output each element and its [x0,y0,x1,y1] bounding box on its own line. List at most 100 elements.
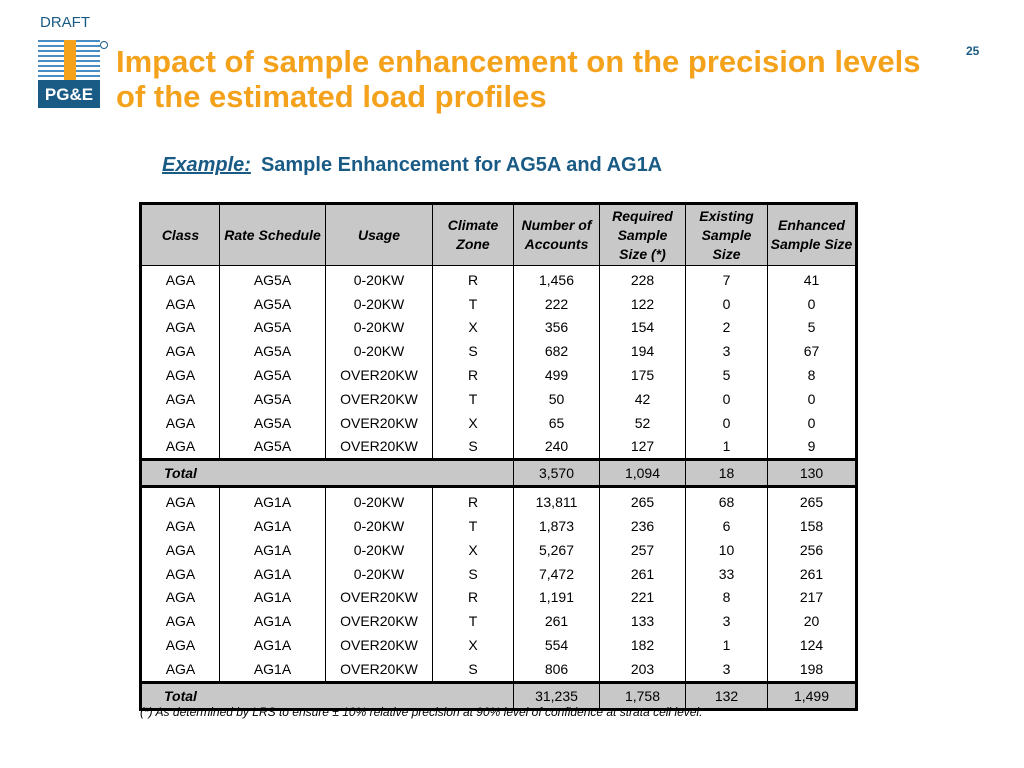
table-cell: 3 [685,339,768,364]
table-cell: 8 [767,363,857,387]
table-cell: 1 [685,633,768,657]
total-cell: 18 [685,458,768,489]
table-cell: 1,873 [513,514,600,538]
table-row: AGA AG5A 0-20KW R 1,456 228 7 41 [140,265,857,292]
table-row: AGA AG5A OVER20KW S 240 127 1 9 [140,434,857,460]
table-cell: 240 [513,434,600,460]
table-cell: AG1A [219,585,326,610]
table-cell: 0-20KW [325,291,433,316]
table-cell: AGA [140,434,220,460]
table-cell: 0 [767,291,857,316]
table-cell: 133 [599,609,686,634]
table-cell: 0-20KW [325,339,433,364]
col-header-class: Class [140,203,220,266]
table-cell: AGA [140,585,220,610]
table-row: AGA AG5A OVER20KW R 499 175 5 8 [140,363,857,387]
table-cell: R [432,265,514,292]
total-row: Total 31,235 1,758 132 1,499 [140,680,857,711]
table-cell: 68 [685,486,768,515]
total-label: Total [140,680,514,711]
table-cell: 67 [767,339,857,364]
example-label: Example: [162,154,251,176]
table-cell: 5 [685,363,768,387]
table-cell: 0 [767,410,857,435]
table-header-row: Class Rate Schedule Usage Climate Zone N… [140,203,857,266]
col-header-climate-zone: Climate Zone [432,203,514,266]
table-cell: 9 [767,434,857,460]
table-cell: 33 [685,561,768,586]
table-cell: AGA [140,265,220,292]
table-cell: 0-20KW [325,486,433,515]
table-cell: S [432,434,514,460]
table-cell: AGA [140,363,220,387]
table-cell: AG5A [219,363,326,387]
table-cell: 0 [685,386,768,411]
table-row: AGA AG5A 0-20KW X 356 154 2 5 [140,315,857,340]
table-row: AGA AG1A 0-20KW T 1,873 236 6 158 [140,514,857,538]
table-row: AGA AG1A OVER20KW T 261 133 3 20 [140,609,857,634]
table-cell: 20 [767,609,857,634]
table-cell: OVER20KW [325,363,433,387]
table-cell: OVER20KW [325,656,433,683]
table-cell: 7 [685,265,768,292]
table-row: AGA AG1A 0-20KW X 5,267 257 10 256 [140,537,857,562]
table-cell: T [432,514,514,538]
table-cell: 1,191 [513,585,600,610]
table-cell: S [432,339,514,364]
table-cell: AG5A [219,410,326,435]
table-cell: 7,472 [513,561,600,586]
table-row: AGA AG5A OVER20KW T 50 42 0 0 [140,386,857,411]
table-row: AGA AG1A 0-20KW R 13,811 265 68 265 [140,486,857,515]
table-cell: T [432,609,514,634]
table-cell: 122 [599,291,686,316]
table-row: AGA AG1A OVER20KW S 806 203 3 198 [140,656,857,683]
table-cell: AGA [140,315,220,340]
table-cell: AGA [140,486,220,515]
table-cell: T [432,386,514,411]
table-cell: 3 [685,609,768,634]
table-cell: 8 [685,585,768,610]
table-cell: AG5A [219,434,326,460]
table-cell: X [432,537,514,562]
table-cell: R [432,486,514,515]
table-cell: S [432,561,514,586]
table-cell: 3 [685,656,768,683]
table-cell: AG1A [219,656,326,683]
table-cell: 228 [599,265,686,292]
table-cell: 158 [767,514,857,538]
table-cell: 356 [513,315,600,340]
table-cell: 554 [513,633,600,657]
table-cell: 0 [685,410,768,435]
table-cell: AGA [140,609,220,634]
table-cell: 261 [599,561,686,586]
table-cell: 175 [599,363,686,387]
table-cell: AG1A [219,486,326,515]
total-cell: 1,499 [767,680,857,711]
table-subtitle: Example: Sample Enhancement for AG5A and … [162,154,662,177]
table-cell: R [432,585,514,610]
table-row: AGA AG5A 0-20KW T 222 122 0 0 [140,291,857,316]
table-cell: 222 [513,291,600,316]
table-cell: 10 [685,537,768,562]
total-cell: 130 [767,458,857,489]
total-cell: 31,235 [513,680,600,711]
col-header-number-of-accounts: Number of Accounts [513,203,600,266]
table-cell: 5 [767,315,857,340]
table-cell: AG5A [219,386,326,411]
table-cell: AGA [140,339,220,364]
table-cell: 0-20KW [325,561,433,586]
table-cell: AG1A [219,537,326,562]
table-cell: 198 [767,656,857,683]
table-cell: AGA [140,386,220,411]
total-cell: 1,094 [599,458,686,489]
table-cell: 217 [767,585,857,610]
sample-enhancement-table: Class Rate Schedule Usage Climate Zone N… [139,202,858,711]
table-cell: 682 [513,339,600,364]
table-cell: OVER20KW [325,434,433,460]
subtitle-text: Sample Enhancement for AG5A and AG1A [260,154,663,176]
page-number: 25 [966,44,980,58]
table-cell: X [432,633,514,657]
table-cell: 261 [513,609,600,634]
table-cell: AGA [140,633,220,657]
table-cell: OVER20KW [325,585,433,610]
